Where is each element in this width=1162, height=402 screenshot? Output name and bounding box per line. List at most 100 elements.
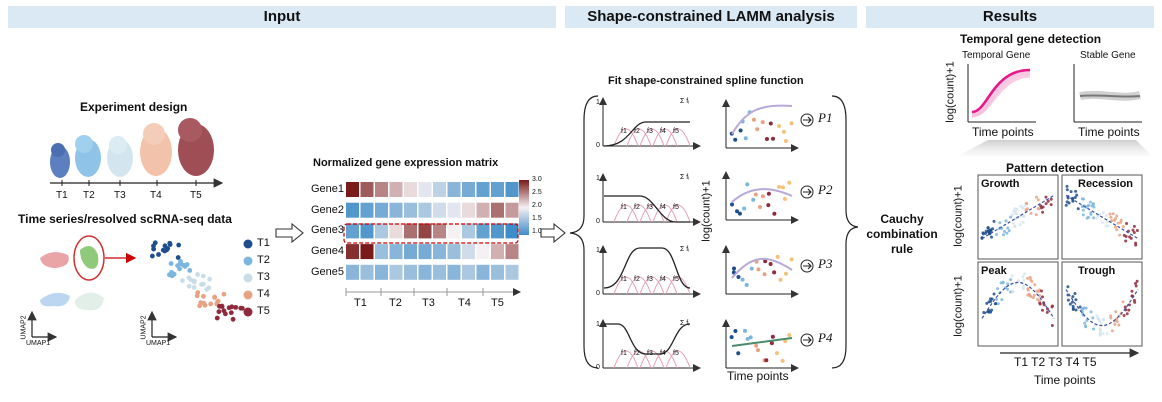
scale-tick: 3.0 (532, 176, 542, 183)
matrix-cell (418, 202, 432, 218)
basis-label: f4 (660, 128, 666, 135)
pattern-point (1010, 274, 1014, 278)
cauchy-label: Cauchy combination rule (866, 212, 938, 256)
pattern-point (1013, 207, 1017, 211)
pattern-point (1013, 224, 1017, 228)
fit-point (754, 343, 759, 348)
legend-dot (243, 256, 253, 266)
pattern-point (1026, 276, 1030, 280)
pattern-point (1068, 302, 1072, 306)
fit-point (736, 275, 741, 280)
pattern-point (1135, 228, 1139, 232)
fit-point (770, 334, 775, 339)
fit-point (774, 351, 779, 356)
matrix-cell (476, 264, 490, 280)
pattern-point (1044, 202, 1048, 206)
matrix-cell (389, 182, 403, 197)
pattern-point (1098, 330, 1102, 334)
basis-label: f5 (673, 350, 679, 357)
pattern-point (1039, 289, 1043, 293)
pattern-point (1071, 199, 1075, 203)
stable-gene-label: Stable Gene (1080, 50, 1136, 61)
pattern-point (1131, 228, 1135, 232)
matrix-cell (375, 182, 388, 197)
pattern-point (1044, 195, 1048, 199)
pattern-point (1034, 213, 1038, 217)
hollow-arrow-2 (540, 222, 566, 244)
pattern-point (1110, 219, 1114, 223)
scale-tick: 2.0 (532, 202, 542, 209)
umap2-left: UMAP2 (20, 315, 28, 340)
sum-label: Σ fᵢ (680, 246, 690, 253)
pattern-point (1084, 325, 1088, 329)
matrix-cell (433, 223, 446, 239)
pattern-point (1035, 195, 1039, 199)
pattern-point (1125, 222, 1129, 226)
umap-point (207, 276, 213, 282)
pattern-point (1116, 221, 1120, 225)
y-tick-1: 1 (596, 247, 600, 254)
pattern-point (1122, 314, 1126, 318)
timepoint-label: T5 (190, 190, 202, 201)
umap-point (219, 303, 225, 309)
fit-point (778, 277, 783, 282)
fit-curve (731, 257, 793, 279)
matrix-col-label: T3 (422, 297, 435, 309)
umap-point (175, 255, 181, 260)
matrix-cell (491, 264, 504, 280)
matrix-cell (476, 223, 490, 239)
matrix-cell (476, 202, 490, 218)
matrix-cell (389, 223, 403, 239)
matrix-col-label: T4 (458, 297, 471, 309)
fit-point (751, 197, 756, 202)
pattern-panels (977, 174, 1143, 347)
umap-point (201, 281, 206, 287)
pattern-point (1070, 300, 1074, 304)
fit-point (729, 335, 734, 340)
matrix-cell (505, 244, 519, 260)
pattern-label: Growth (981, 178, 1020, 190)
fit-point (780, 358, 785, 363)
matrix-cell (433, 244, 446, 260)
matrix-cell (462, 264, 475, 280)
matrix-cell (491, 182, 504, 197)
umap-point (188, 277, 194, 283)
basis-curve (626, 276, 652, 295)
umap-point (192, 278, 197, 284)
pattern-point (984, 229, 988, 233)
pattern-point (1009, 215, 1013, 219)
pattern-point (1085, 318, 1089, 322)
umap-point (208, 301, 214, 307)
pattern-label: Trough (1078, 265, 1116, 277)
fit-point (783, 138, 788, 143)
embryo-icons (50, 118, 214, 178)
pattern-point (996, 287, 1000, 291)
legend-label: T1 (257, 237, 270, 249)
pattern-point (1101, 211, 1105, 215)
pattern-point (1081, 213, 1085, 217)
gene-label: Gene5 (311, 265, 345, 278)
fit-point (729, 202, 734, 207)
matrix-cell (505, 202, 519, 218)
basis-label: f4 (660, 350, 666, 357)
matrix-cell (491, 223, 504, 239)
pattern-point (1135, 279, 1139, 283)
header-input: Input (8, 6, 556, 28)
umap-point (201, 293, 206, 299)
right-brace (831, 95, 859, 369)
legend-dot (243, 307, 253, 317)
pattern-point (992, 219, 996, 223)
fit-point (742, 206, 747, 211)
umap-point (176, 242, 182, 248)
y-tick-1: 1 (596, 99, 600, 106)
y-tick-0: 0 (596, 364, 600, 371)
pattern-point (1007, 229, 1011, 233)
matrix-cell (360, 264, 374, 280)
header-analysis: Shape-constrained LAMM analysis (565, 6, 857, 28)
fit-point (789, 257, 794, 262)
p-value-label: P4 (818, 330, 833, 345)
fit-point (737, 211, 742, 216)
fit-curve (731, 337, 793, 347)
pattern-point (1018, 223, 1022, 227)
matrix-cell (418, 264, 432, 280)
